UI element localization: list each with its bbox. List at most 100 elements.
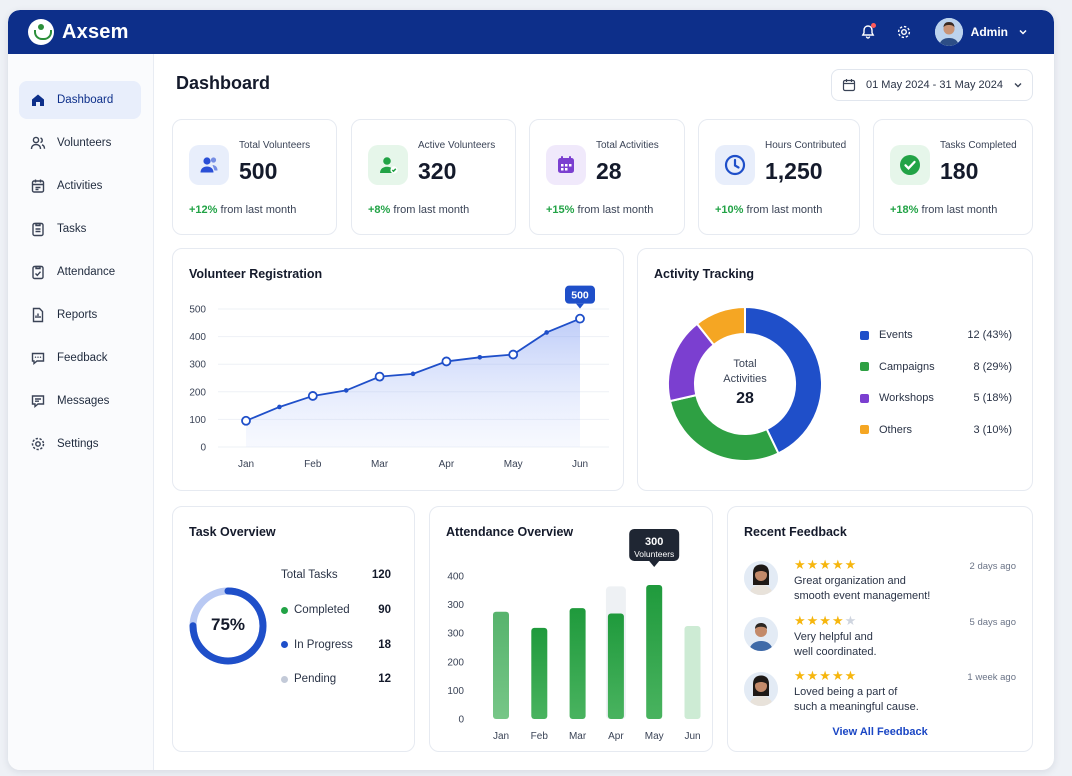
donut-center-value: 28 <box>736 390 754 407</box>
avatar[interactable] <box>934 18 963 46</box>
gear-icon[interactable] <box>889 17 919 47</box>
calendar-icon <box>546 145 586 185</box>
legend-item-workshops[interactable]: Workshops 5 (18%) <box>860 392 1012 404</box>
tooltip-pointer <box>649 560 660 567</box>
data-point[interactable] <box>241 415 251 426</box>
sidebar-item-label: Attendance <box>57 266 116 278</box>
task-total-label: Total Tasks <box>281 569 338 581</box>
logo-icon <box>28 19 54 45</box>
stat-card-total-volunteers[interactable]: Total Volunteers 500 +12% from last mont… <box>172 119 337 235</box>
legend-item-events[interactable]: Events 12 (43%) <box>860 329 1012 341</box>
stat-card-hours-contributed[interactable]: Hours Contributed 1,250 +10% from last m… <box>698 119 860 235</box>
top-bar: Axsem Admin <box>8 10 1054 54</box>
registration-area <box>246 318 580 447</box>
user-name[interactable]: Admin <box>970 25 1008 39</box>
tooltip-pointer <box>576 303 584 309</box>
y-tick-label: 400 <box>189 332 206 343</box>
sidebar-item-dashboard[interactable]: Dashboard <box>19 81 141 119</box>
card-title: Task Overview <box>189 525 276 539</box>
sidebar-item-feedback[interactable]: Feedback <box>19 339 141 377</box>
sidebar-item-reports[interactable]: Reports <box>19 296 141 334</box>
stat-trend-text: from last month <box>577 204 654 216</box>
bar-jan[interactable] <box>493 611 509 719</box>
x-tick-label: Apr <box>439 459 455 470</box>
chevron-down-icon[interactable] <box>1014 17 1032 47</box>
y-tick-label: 100 <box>189 415 206 426</box>
task-row-label: Pending <box>294 673 337 685</box>
registration-line-chart: 500 400 300 200 100 0 Jan Feb Mar Apr May Jun 500 <box>189 285 609 470</box>
legend-swatch <box>860 425 869 434</box>
view-all-feedback-link[interactable]: View All Feedback <box>832 726 928 738</box>
app-window: Axsem Admin Dashboard Volunteers Activitie… <box>8 10 1054 770</box>
sidebar-item-activities[interactable]: Activities <box>19 167 141 205</box>
sidebar-item-volunteers[interactable]: Volunteers <box>19 124 141 162</box>
sidebar-item-label: Dashboard <box>57 94 114 106</box>
sidebar-item-label: Activities <box>57 180 103 192</box>
sidebar-nav: Dashboard Volunteers Activities Tasks Attend… <box>19 81 141 468</box>
clock-icon <box>715 145 755 185</box>
legend-value: 12 (43%) <box>967 329 1012 341</box>
task-overview-card: Task Overview 75% Total Tasks 120 Comple… <box>172 506 415 752</box>
clipboard-check-icon <box>29 263 47 281</box>
sidebar-item-label: Feedback <box>57 352 108 364</box>
legend-swatch <box>860 362 869 371</box>
recent-feedback-card: Recent Feedback ★★★★★ Great organization… <box>727 506 1033 752</box>
feedback-text-line: well coordinated. <box>794 645 877 658</box>
legend-item-others[interactable]: Others 3 (10%) <box>860 424 1012 436</box>
chat-icon <box>29 349 47 367</box>
y-tick-label: 500 <box>189 305 206 316</box>
bar-apr[interactable] <box>607 613 624 719</box>
data-point[interactable] <box>544 330 549 335</box>
task-row-value: 12 <box>378 673 391 685</box>
x-tick-label: Feb <box>304 459 322 470</box>
donut-center-label: Activities <box>723 373 767 385</box>
bar-mar[interactable] <box>569 608 586 719</box>
status-dot <box>281 606 288 614</box>
data-point[interactable] <box>508 349 519 360</box>
bar-may[interactable] <box>646 584 663 719</box>
data-point[interactable] <box>307 391 318 401</box>
data-point[interactable] <box>575 313 585 324</box>
y-tick-label: 300 <box>447 600 464 611</box>
brand[interactable]: Axsem <box>28 19 129 45</box>
data-point[interactable] <box>477 355 483 360</box>
stat-card-total-activities[interactable]: Total Activities 28 +15% from last month <box>529 119 685 235</box>
feedback-item[interactable]: ★★★★★ Great organization and smooth event… <box>744 557 1016 602</box>
data-point[interactable] <box>374 371 385 382</box>
chevron-down-icon <box>1014 83 1022 88</box>
sidebar-item-tasks[interactable]: Tasks <box>19 210 141 248</box>
bar-tooltip <box>629 528 680 561</box>
y-tick-label: 200 <box>189 387 206 398</box>
feedback-item[interactable]: ★★★★★ Very helpful and well coordinated. … <box>744 613 1016 658</box>
stat-card-tasks-completed[interactable]: Tasks Completed 180 +18% from last month <box>873 119 1033 235</box>
data-point[interactable] <box>410 371 416 377</box>
stat-value: 28 <box>596 158 622 184</box>
legend-item-campaigns[interactable]: Campaigns 8 (29%) <box>860 361 1012 373</box>
card-title: Recent Feedback <box>744 525 847 539</box>
y-tick-label: 200 <box>447 657 464 668</box>
bell-icon[interactable] <box>853 17 883 47</box>
calendar-icon <box>29 177 47 195</box>
task-progress-ring <box>189 587 267 665</box>
feedback-item[interactable]: ★★★★★ Loved being a part of such a meanin… <box>744 668 1016 713</box>
data-point[interactable] <box>343 388 349 393</box>
sidebar-item-attendance[interactable]: Attendance <box>19 253 141 291</box>
line-tooltip-value: 500 <box>571 290 589 302</box>
x-tick-label: Mar <box>569 731 587 742</box>
data-point[interactable] <box>441 356 452 367</box>
activity-donut-chart <box>667 305 823 462</box>
bar-jun[interactable] <box>684 626 701 719</box>
users-icon <box>29 134 47 152</box>
donut-slice-others[interactable] <box>695 305 746 347</box>
bar-feb[interactable] <box>531 627 548 719</box>
y-tick-label: 300 <box>189 360 206 371</box>
data-point[interactable] <box>277 404 282 410</box>
donut-slice-events[interactable] <box>744 305 823 455</box>
legend-swatch <box>860 393 869 403</box>
sidebar-item-settings[interactable]: Settings <box>19 425 141 463</box>
stat-card-active-volunteers[interactable]: Active Volunteers 320 +8% from last mont… <box>351 119 516 235</box>
date-range-picker[interactable]: 01 May 2024 - 31 May 2024 <box>831 69 1033 101</box>
sidebar-item-messages[interactable]: Messages <box>19 382 141 420</box>
task-row-value: 90 <box>378 604 391 616</box>
